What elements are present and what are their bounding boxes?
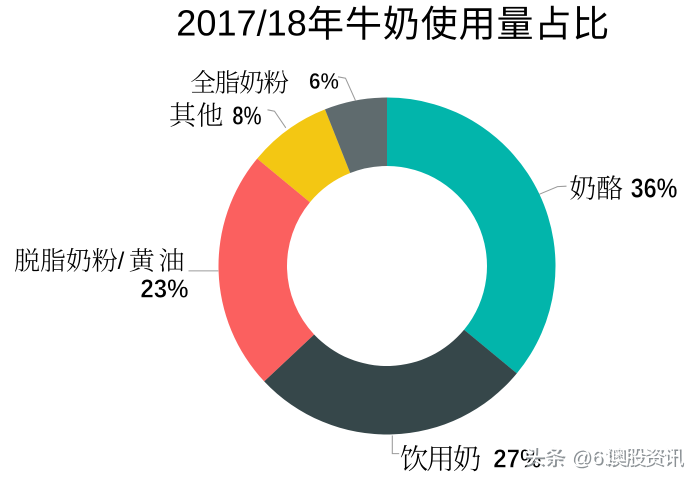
svg-text:23%: 23% (140, 275, 188, 303)
svg-text:6%: 6% (309, 68, 339, 94)
svg-text:36%: 36% (631, 172, 678, 203)
svg-text:2017/18: 2017/18 (176, 3, 306, 44)
svg-text:@61: @61 (571, 446, 615, 469)
svg-text:@61: @61 (572, 448, 616, 471)
svg-text:/: / (118, 248, 125, 275)
svg-text:8%: 8% (232, 103, 262, 131)
